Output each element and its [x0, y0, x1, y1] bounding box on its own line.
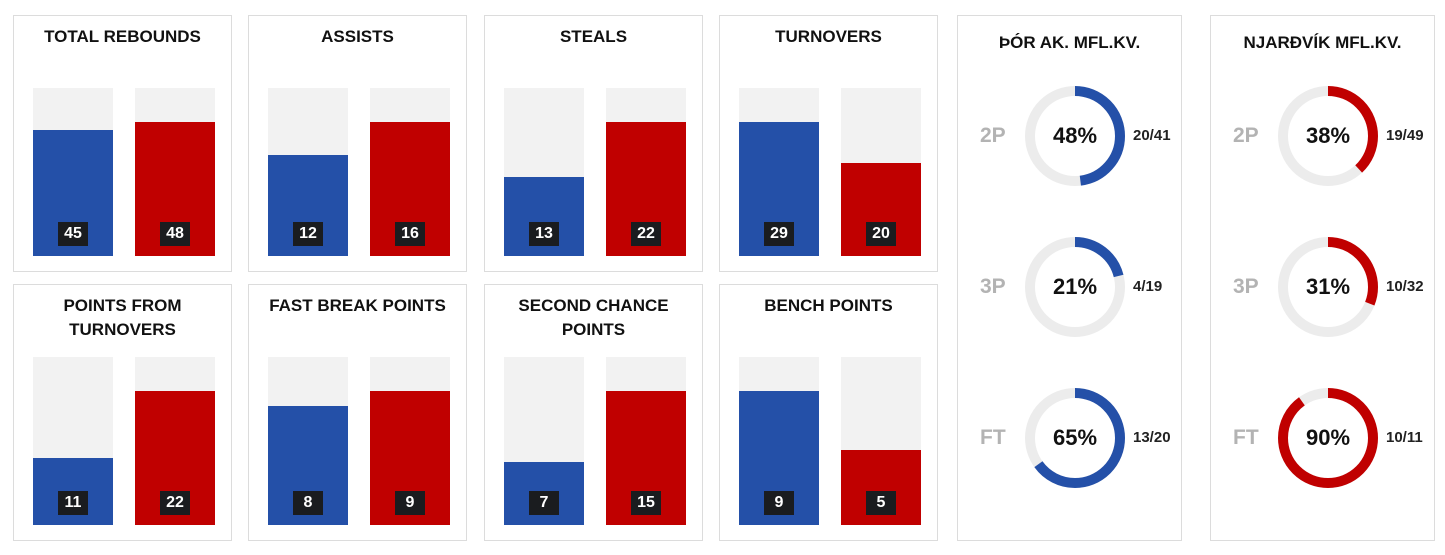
percentage-value: 38% [1305, 123, 1351, 148]
bar-track: 13 [504, 88, 584, 256]
stat-title: TOTAL REBOUNDS [14, 25, 231, 49]
stat-card: TURNOVERS 29 20 [719, 15, 938, 272]
bar-track: 7 [504, 357, 584, 525]
stat-title-line: POINTS [561, 320, 626, 339]
stat-title-line: BENCH POINTS [764, 296, 893, 315]
team-name: ÞÓR AK. MFL.KV. [998, 33, 1141, 52]
bar-track: 8 [268, 357, 348, 525]
bar-track: 12 [268, 88, 348, 256]
percentage-ring [1025, 86, 1125, 186]
percentage-ring [1025, 237, 1125, 337]
bar-value-label: 15 [631, 491, 661, 515]
made-attempted: 20/41 [1133, 127, 1171, 144]
stat-card: STEALS 13 22 [484, 15, 703, 272]
bar-track: 22 [606, 88, 686, 256]
stat-title: STEALS [485, 25, 702, 49]
shot-type-label: FT [1233, 426, 1259, 449]
stat-title: FAST BREAK POINTS [249, 294, 466, 318]
shot-type-label: 2P [1233, 124, 1259, 147]
percentage-value: 90% [1305, 425, 1351, 450]
bar-track: 15 [606, 357, 686, 525]
bar-value-label: 7 [529, 491, 559, 515]
stat-title: ASSISTS [249, 25, 466, 49]
shot-type-label: FT [980, 426, 1006, 449]
bar-value-label: 13 [529, 222, 559, 246]
bar-value-label: 22 [160, 491, 190, 515]
stat-title: POINTS FROM TURNOVERS [14, 294, 231, 342]
made-attempted: 10/32 [1386, 278, 1424, 295]
bar-value-label: 9 [395, 491, 425, 515]
percentage-value: 48% [1052, 123, 1098, 148]
stat-title: TURNOVERS [720, 25, 937, 49]
bar-value-label: 8 [293, 491, 323, 515]
percentage-value: 31% [1305, 274, 1351, 299]
bar-track: 45 [33, 88, 113, 256]
stat-card: SECOND CHANCE POINTS 7 15 [484, 284, 703, 541]
stat-title-line: POINTS FROM [63, 296, 182, 315]
ring-fill [1025, 237, 1125, 337]
bar-value-label: 11 [58, 491, 88, 515]
stat-title-line: TOTAL REBOUNDS [44, 27, 201, 46]
shooting-card: ÞÓR AK. MFL.KV. 2P 48% 20/41 3P 21% 4/19 FT 65% 1… [957, 15, 1182, 541]
bar-value-label: 5 [866, 491, 896, 515]
bar-track: 20 [841, 88, 921, 256]
bar-value-label: 29 [764, 222, 794, 246]
ring-fill [1278, 388, 1378, 488]
bar-track: 16 [370, 88, 450, 256]
percentage-ring [1278, 388, 1378, 488]
shot-type-label: 3P [980, 275, 1006, 298]
stat-title-line: TURNOVERS [69, 320, 176, 339]
bar-value-label: 22 [631, 222, 661, 246]
bar-value-label: 16 [395, 222, 425, 246]
stat-title-line: FAST BREAK POINTS [269, 296, 446, 315]
ring-fill [1278, 237, 1378, 337]
ring-fill [1278, 86, 1378, 186]
shooting-card: NJARÐVÍK MFL.KV. 2P 38% 19/49 3P 31% 10/32 FT 90… [1210, 15, 1435, 541]
ring-fill [1025, 388, 1125, 488]
made-attempted: 10/11 [1386, 429, 1423, 446]
stat-card: ASSISTS 12 16 [248, 15, 467, 272]
stat-title-line: ASSISTS [321, 27, 394, 46]
stat-title: SECOND CHANCE POINTS [485, 294, 702, 342]
bar-track: 48 [135, 88, 215, 256]
shot-type-label: 3P [1233, 275, 1259, 298]
percentage-ring [1278, 86, 1378, 186]
bar-value-label: 20 [866, 222, 896, 246]
shot-type-label: 2P [980, 124, 1006, 147]
bar-track: 9 [370, 357, 450, 525]
stat-card: BENCH POINTS 9 5 [719, 284, 938, 541]
percentage-ring [1025, 388, 1125, 488]
percentage-ring [1278, 237, 1378, 337]
percentage-value: 21% [1052, 274, 1098, 299]
percentage-value: 65% [1052, 425, 1098, 450]
bar-track: 29 [739, 88, 819, 256]
team-name: NJARÐVÍK MFL.KV. [1243, 33, 1402, 52]
bar-track: 5 [841, 357, 921, 525]
made-attempted: 19/49 [1386, 127, 1424, 144]
bar-value-label: 45 [58, 222, 88, 246]
stat-title-line: SECOND CHANCE [518, 296, 669, 315]
stat-card: TOTAL REBOUNDS 45 48 [13, 15, 232, 272]
bar-track: 11 [33, 357, 113, 525]
stat-card: FAST BREAK POINTS 8 9 [248, 284, 467, 541]
bar-value-label: 48 [160, 222, 190, 246]
bar-value-label: 9 [764, 491, 794, 515]
made-attempted: 13/20 [1133, 429, 1171, 446]
stat-card: POINTS FROM TURNOVERS 11 22 [13, 284, 232, 541]
bar-track: 22 [135, 357, 215, 525]
ring-fill [1025, 86, 1125, 186]
bar-value-label: 12 [293, 222, 323, 246]
stat-title-line: TURNOVERS [775, 27, 882, 46]
bar-track: 9 [739, 357, 819, 525]
stat-title: BENCH POINTS [720, 294, 937, 318]
made-attempted: 4/19 [1133, 278, 1163, 295]
stat-title-line: STEALS [559, 27, 628, 46]
